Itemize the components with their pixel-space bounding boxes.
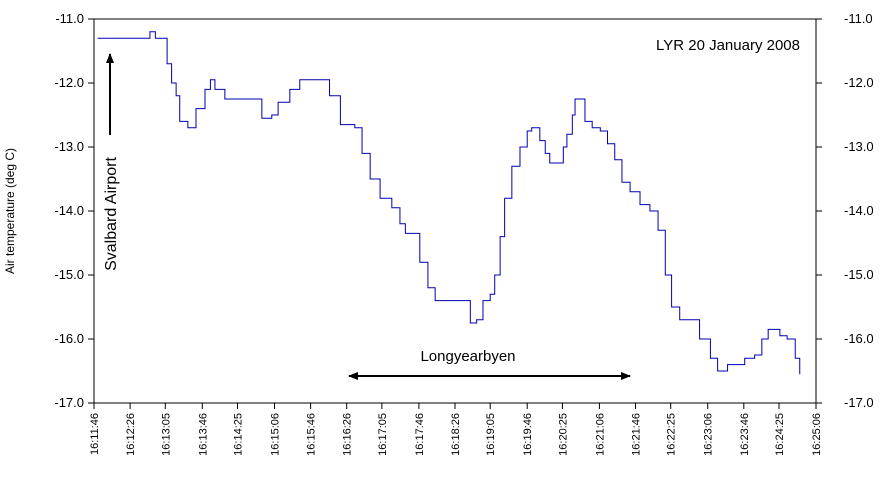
y2-tick-label: -13.0 [844, 139, 874, 154]
y-tick-label: -11.0 [55, 11, 84, 26]
annotation: Svalbard Airport [103, 157, 120, 271]
x-tick-label: 16:17:46 [414, 413, 426, 456]
x-tick-label: 16:20:25 [557, 413, 569, 456]
annotation: Longyearbyen [420, 348, 515, 365]
y2-tick-label: -14.0 [844, 203, 874, 218]
x-tick-label: 16:21:06 [594, 413, 606, 456]
x-tick-label: 16:22:25 [666, 413, 678, 456]
plot-frame [93, 18, 817, 404]
y-tick-label: -12.0 [54, 75, 84, 90]
y2-tick-label: -15.0 [844, 267, 874, 282]
y-axis-label: Air temperature (deg C) [3, 148, 17, 274]
y-tick-label: -13.0 [54, 139, 84, 154]
y2-tick-label: -11.0 [844, 11, 873, 26]
x-tick-label: 16:23:46 [739, 413, 751, 456]
y2-tick-label: -12.0 [844, 75, 874, 90]
x-tick-label: 16:11:46 [89, 413, 101, 455]
x-tick-label: 16:15:06 [270, 413, 282, 456]
x-tick-label: 16:13:05 [160, 413, 172, 456]
y-tick-label: -17.0 [54, 395, 84, 410]
x-tick-label: 16:18:26 [450, 413, 462, 456]
y2-tick-label: -17.0 [844, 395, 874, 410]
y-tick-label: -14.0 [54, 203, 84, 218]
chart-title: LYR 20 January 2008 [656, 37, 800, 54]
y-tick-label: -16.0 [54, 331, 84, 346]
y-tick-label: -15.0 [54, 267, 84, 282]
x-tick-label: 16:23:06 [703, 413, 715, 456]
y2-tick-label: -16.0 [844, 331, 874, 346]
x-tick-label: 16:12:26 [125, 413, 137, 456]
x-tick-label: 16:21:46 [631, 413, 643, 456]
data-line [97, 31, 801, 375]
x-tick-label: 16:13:46 [197, 413, 209, 456]
x-tick-label: 16:16:26 [342, 413, 354, 456]
x-tick-label: 16:15:46 [306, 413, 318, 456]
x-tick-label: 16:19:46 [522, 413, 534, 456]
x-tick-label: 16:19:05 [485, 413, 497, 456]
x-tick-label: 16:14:25 [232, 413, 244, 456]
x-tick-label: 16:24:25 [774, 413, 786, 456]
x-tick-label: 16:25:06 [811, 413, 823, 456]
x-tick-label: 16:17:05 [377, 413, 389, 456]
